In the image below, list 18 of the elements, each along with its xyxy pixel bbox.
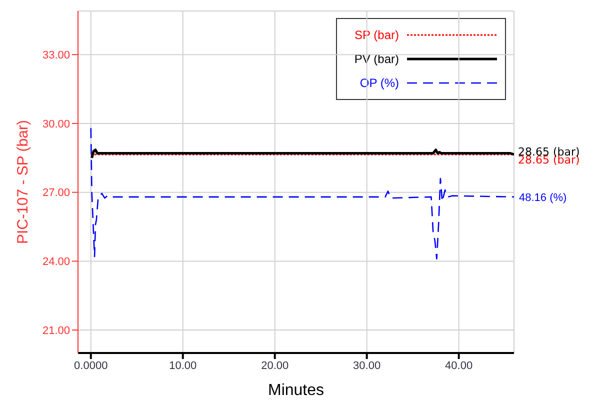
- x-tick-label: 20.00: [261, 360, 289, 372]
- x-axis-title: Minutes: [268, 382, 324, 399]
- annotation: 48.16 (%): [519, 192, 567, 204]
- line-series: [90, 148, 514, 160]
- y-axis-title: PIC-107 - SP (bar): [14, 120, 32, 244]
- y-tick-label: 30.00: [42, 118, 70, 130]
- x-tick-label: 10.00: [169, 360, 197, 372]
- y-tick-label: 24.00: [42, 256, 70, 268]
- x-tick-label: 30.00: [353, 360, 381, 372]
- y-tick-label: 27.00: [42, 187, 70, 200]
- x-tick-label: 40.00: [445, 360, 473, 372]
- text: SP (bar): [354, 28, 399, 42]
- text: OP (%): [360, 76, 399, 90]
- y-tick-label: 21.00: [42, 324, 70, 337]
- text: PV (bar): [354, 52, 399, 66]
- y-tick-label: 33.00: [42, 50, 70, 62]
- line-series: [90, 127, 514, 260]
- x-tick-label: 0.0000: [74, 360, 108, 372]
